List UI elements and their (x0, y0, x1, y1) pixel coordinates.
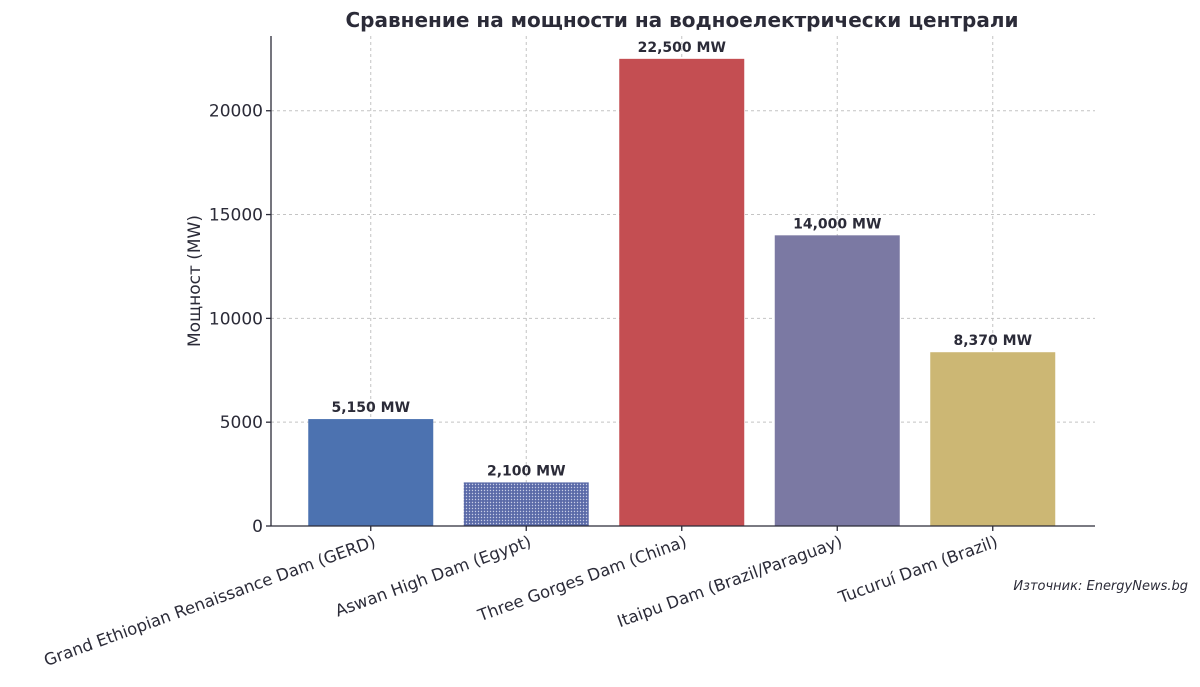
data-label: 5,150 MW (331, 400, 410, 416)
y-tick-label: 20000 (209, 102, 263, 122)
data-label: 14,000 MW (793, 216, 881, 232)
y-tick-label: 0 (252, 517, 263, 537)
chart-title: Сравнение на мощности на водноелектричес… (346, 8, 1019, 32)
data-label: 2,100 MW (487, 463, 566, 479)
bar (463, 482, 589, 526)
bar (308, 419, 434, 526)
bar (930, 352, 1056, 526)
y-tick-label: 15000 (209, 206, 263, 226)
x-tick-label: Tucuruí Dam (Brazil) (835, 532, 1000, 608)
axes (266, 36, 1095, 531)
bar (619, 58, 745, 526)
y-tick-label: 5000 (220, 413, 263, 433)
data-label: 22,500 MW (638, 40, 726, 56)
data-label: 8,370 MW (953, 333, 1032, 349)
bars (308, 58, 1056, 527)
y-tick-label: 10000 (209, 309, 263, 329)
bar (774, 235, 900, 527)
x-tick-label: Grand Ethiopian Renaissance Dam (GERD) (41, 532, 378, 670)
y-axis-label: Мощност (MW) (185, 215, 205, 347)
source-note: Източник: EnergyNews.bg (1013, 579, 1188, 594)
